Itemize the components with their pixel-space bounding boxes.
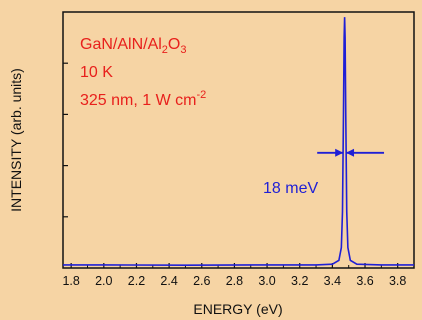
x-ticks [70, 263, 399, 268]
fwhm-arrow-right [346, 148, 355, 157]
excitation-label-sup: -2 [196, 89, 206, 101]
fwhm-marker [317, 148, 385, 157]
x-tick-labels: 1.8 2.0 2.2 2.4 2.6 2.8 3.0 3.2 3.4 3.6 3.8 [62, 274, 406, 288]
sample-label-part-2: O [168, 36, 180, 53]
sample-label-sub-2: 3 [180, 44, 186, 56]
x-tick-label: 2.6 [193, 274, 210, 288]
sample-label-part-1: GaN/AlN/Al [80, 36, 162, 53]
x-tick-label: 2.2 [128, 274, 145, 288]
x-tick-label: 3.0 [258, 274, 275, 288]
sample-label: GaN/AlN/Al2O3 [80, 36, 187, 56]
temperature-label: 10 K [80, 64, 113, 81]
x-tick-label: 2.4 [160, 274, 177, 288]
spectrum-line [63, 17, 414, 266]
fwhm-label: 18 meV [263, 180, 318, 197]
plot-frame [62, 11, 415, 269]
excitation-label-text: 325 nm, 1 W cm [80, 92, 196, 109]
x-tick-label: 3.4 [324, 274, 341, 288]
fwhm-arrow-left [335, 148, 344, 157]
x-tick-label: 3.2 [291, 274, 308, 288]
y-axis-title: INTENSITY (arb. units) [8, 68, 24, 212]
x-tick-label: 3.6 [356, 274, 373, 288]
excitation-label: 325 nm, 1 W cm-2 [80, 89, 206, 109]
sample-label-sub-1: 2 [162, 44, 168, 56]
x-tick-label: 2.8 [226, 274, 243, 288]
y-ticks [63, 62, 68, 218]
x-axis-title: ENERGY (eV) [193, 301, 282, 317]
x-tick-label: 3.8 [389, 274, 406, 288]
x-tick-label: 1.8 [62, 274, 79, 288]
x-tick-label: 2.0 [95, 274, 112, 288]
